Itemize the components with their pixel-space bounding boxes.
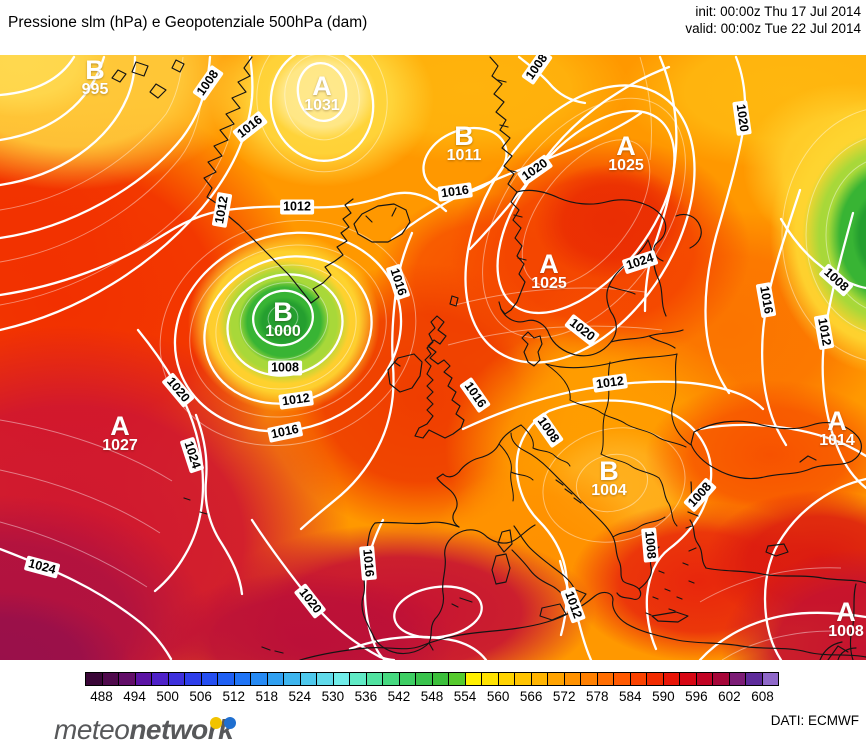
colorbar-tick-label: 554 xyxy=(453,689,477,704)
colorbar-cell xyxy=(449,673,466,685)
colorbar-cell xyxy=(152,673,169,685)
colorbar-tick-label: 536 xyxy=(354,689,378,704)
colorbar-cell xyxy=(284,673,301,685)
colorbar-cell xyxy=(366,673,383,685)
colorbar-cell xyxy=(762,673,778,685)
colorbar-cell xyxy=(350,673,367,685)
colorbar-cell xyxy=(746,673,763,685)
page-title: Pressione slm (hPa) e Geopotenziale 500h… xyxy=(8,14,368,31)
pressure-center-high: A 1008 xyxy=(828,597,864,641)
colorbar-tick-label: 512 xyxy=(222,689,245,704)
colorbar-cell xyxy=(234,673,251,685)
colorbar-cell xyxy=(597,673,614,685)
pressure-center-low: B 1004 xyxy=(591,456,627,500)
pressure-center-low: B 995 xyxy=(81,55,109,99)
isobar-label: 1016 xyxy=(359,545,377,581)
pressure-center-low: B 1000 xyxy=(265,297,301,341)
colorbar-cell xyxy=(680,673,697,685)
colorbar-cell xyxy=(614,673,631,685)
colorbar-tick-label: 500 xyxy=(156,689,179,704)
colorbar-cell xyxy=(267,673,284,685)
logo-dot-blue-icon xyxy=(224,717,236,729)
colorbar-cell xyxy=(548,673,565,685)
isobar-label: 1012 xyxy=(280,199,314,215)
colorbar-cell xyxy=(482,673,499,685)
colorbar-cell xyxy=(201,673,218,685)
colorbar-cell xyxy=(185,673,202,685)
coastlines xyxy=(111,56,866,660)
pressure-center-high: A 1014 xyxy=(819,406,855,450)
colorbar-tick-label: 488 xyxy=(90,689,113,704)
colorbar-tick-label: 596 xyxy=(685,689,708,704)
colorbar-tick-label: 578 xyxy=(585,689,609,704)
pressure-center-high: A 1025 xyxy=(608,131,644,175)
colorbar-cell xyxy=(317,673,334,685)
colorbar-tick-label: 506 xyxy=(189,689,212,704)
init-time: init: 00:00z Thu 17 Jul 2014 xyxy=(695,4,861,19)
colorbar-cell xyxy=(102,673,119,685)
colorbar-tick-label: 524 xyxy=(288,689,312,704)
data-source: DATI: ECMWF xyxy=(770,713,859,728)
pressure-center-high: A 1025 xyxy=(531,249,567,293)
colorbar-tick-label: 602 xyxy=(718,689,741,704)
colorbar-cell xyxy=(630,673,647,685)
colorbar-cell xyxy=(251,673,268,685)
meteonetwork-logo: meteonetwork xyxy=(54,714,234,746)
colorbar-cell xyxy=(515,673,532,685)
weather-map: 1008 1016 1012 1012 1008 1016 1020 1020 1024 1016… xyxy=(0,55,866,660)
logo-dot-yellow-icon xyxy=(210,717,222,729)
colorbar-cell xyxy=(498,673,515,685)
colorbar-tick-label: 494 xyxy=(123,689,146,704)
colorbar-cell xyxy=(663,673,680,685)
isobar-label: 1008 xyxy=(268,360,302,376)
colorbar-cell xyxy=(416,673,433,685)
colorbar-tick-label: 566 xyxy=(519,689,543,704)
colorbar-cell xyxy=(647,673,664,685)
colorbar-cell xyxy=(333,673,350,685)
colorbar-cell xyxy=(713,673,730,685)
colorbar-cell xyxy=(135,673,152,685)
valid-time: valid: 00:00z Tue 22 Jul 2014 xyxy=(685,21,861,36)
colorbar-cell xyxy=(168,673,185,685)
colorbar-cell xyxy=(581,673,598,685)
colorbar-cell xyxy=(432,673,449,685)
colorbar-cell xyxy=(729,673,746,685)
colorbar-cell xyxy=(465,673,482,685)
colorbar-tick-label: 542 xyxy=(387,689,411,704)
pressure-center-low: B 1011 xyxy=(446,121,482,165)
pressure-center-high: A 1031 xyxy=(304,71,340,115)
colorbar-cell xyxy=(564,673,581,685)
isobar-label: 1008 xyxy=(641,527,659,563)
colorbar-cell xyxy=(119,673,136,685)
colorbar-cell xyxy=(399,673,416,685)
colorbar-cell xyxy=(531,673,548,685)
colorbar-cell xyxy=(86,673,103,685)
colorbar-tick-label: 548 xyxy=(420,689,444,704)
colorbar-tick-label: 518 xyxy=(255,689,279,704)
colorbar-tick-label: 572 xyxy=(552,689,576,704)
colorbar-cell xyxy=(696,673,713,685)
colorbar-cell xyxy=(300,673,317,685)
colorbar-labels: 488 494 500 506 512 518 524 530 536 542 548 554 560 5… xyxy=(85,689,779,705)
colorbar-tick-label: 584 xyxy=(619,689,642,704)
colorbar-tick-label: 608 xyxy=(751,689,774,704)
colorbar-tick-label: 560 xyxy=(486,689,510,704)
run-info: init: 00:00z Thu 17 Jul 2014 valid: 00:0… xyxy=(685,3,861,37)
logo-text-meteo: meteo xyxy=(54,714,130,745)
colorbar-cell xyxy=(383,673,400,685)
colorbar-cell xyxy=(218,673,235,685)
colorbar xyxy=(85,672,779,686)
pressure-center-high: A 1027 xyxy=(102,411,138,455)
map-canvas xyxy=(0,55,866,660)
colorbar-tick-label: 590 xyxy=(652,689,675,704)
colorbar-tick-label: 530 xyxy=(321,689,345,704)
